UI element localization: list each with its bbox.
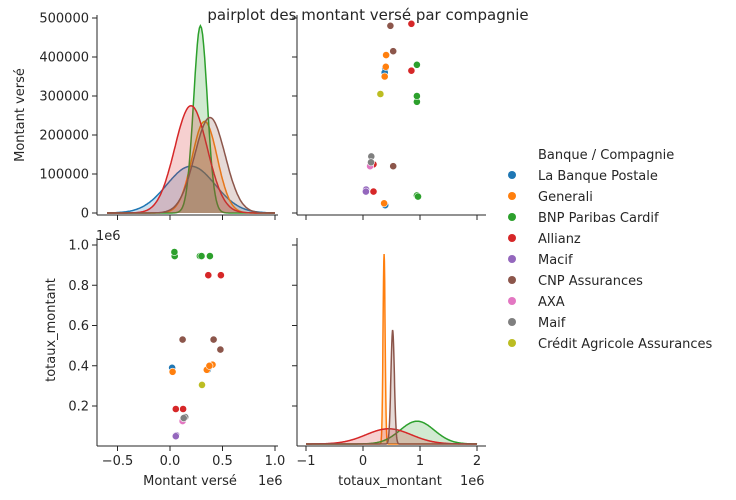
legend-marker [508,255,516,263]
scatter-point [376,90,385,98]
x-axis-label-totaux: totaux_montant [338,474,442,489]
legend-marker [508,276,516,284]
scatter-point [205,361,214,370]
kde-fill-2 [107,25,275,213]
x-tick-label: 0.0 [160,454,181,469]
scatter-point [179,414,188,422]
scatter-point [209,335,218,344]
y-tick-label: 0.4 [68,359,89,374]
scatter-point [179,405,187,413]
offset-label-x-bottom-left: 1e6 [258,474,283,489]
y-tick-label: 400000 [39,51,89,66]
y-tick-label: 0.6 [68,319,89,334]
kde-fill-0 [107,166,275,213]
legend-label: La Banque Postale [538,169,658,184]
kde-line-5 [107,116,275,214]
y-axis-label-montant: Montant versé [13,68,28,162]
scatter-point [204,271,213,280]
scatter-point [216,345,225,354]
panel-bottom-left: 0.2 0.4 0.6 0.8 1.0 −0.5 0.0 0.5 1.0 [68,238,285,469]
diag-kde-fill-3 [306,428,477,444]
scatter-point [407,19,416,28]
diag-kde-fill-5 [306,330,477,444]
legend-label: BNP Paribas Cardif [538,211,659,226]
panel-bottom-right: −1 0 1 2 [292,238,486,469]
y-tick-label: 300000 [39,90,89,105]
x-tick-label: 2 [473,454,481,469]
scatter-point [386,21,395,30]
chart-title: pairplot des montant versé par compagnie [207,6,528,24]
legend-marker [508,297,516,305]
scatter-point [412,60,421,69]
scatter-point [407,66,416,75]
x-tick-label: −0.5 [102,454,134,469]
legend-marker [508,318,516,326]
legend-label: AXA [538,295,565,310]
scatter-point [168,367,177,376]
legend-label: Allianz [538,232,581,247]
scatter-point [171,405,180,413]
scatter-point [361,187,370,196]
scatter-point [389,47,398,56]
legend-label: CNP Assurances [538,274,643,289]
scatter-point [216,271,225,280]
legend: Banque / Compagnie La Banque Postale Gene… [508,148,713,352]
x-tick-label: 1.0 [265,454,286,469]
scatter-point [412,92,421,100]
x-tick-label: 0 [359,454,367,469]
y-tick-label: 0.8 [68,279,89,294]
scatter-point [205,252,214,260]
offset-label-y-bottom-left: 1e6 [96,229,121,244]
legend-marker [508,171,516,179]
scatter-point [198,380,206,389]
offset-label-x-bottom-right: 1e6 [460,474,485,489]
kde-fill-3 [107,105,275,213]
scatter-point [170,248,179,256]
diag-kde-line-5 [306,329,477,445]
legend-label: Maif [538,316,566,331]
y-tick-label: 1.0 [68,239,89,254]
y-tick-label: 500000 [39,12,89,27]
x-tick-label: 0.5 [212,454,233,469]
x-tick-label: 1 [416,454,424,469]
y-tick-label: 0 [81,207,89,222]
scatter-point [367,158,375,167]
scatter-point [380,72,389,81]
legend-label: Macif [538,253,573,268]
legend-marker [508,192,516,200]
legend-label: Crédit Agricole Assurances [538,337,713,352]
legend-title: Banque / Compagnie [538,148,674,163]
x-axis-label-montant: Montant versé [143,474,237,489]
legend-marker [508,234,516,242]
scatter-point [381,62,390,71]
y-tick-label: 0.2 [68,400,89,415]
scatter-point [197,252,206,260]
scatter-point [414,192,422,201]
y-tick-label: 200000 [39,129,89,144]
panel-top-left: 0 100000 200000 300000 400000 500000 [39,12,278,222]
scatter-point [389,162,398,171]
diag-kde-fill-2 [306,421,477,444]
x-tick-label: −1 [296,454,315,469]
scatter-point [171,432,180,441]
legend-marker [508,213,516,221]
scatter-point [369,187,378,196]
scatter-point [382,51,390,59]
panel-top-right [292,15,486,220]
legend-marker [508,339,516,347]
y-tick-label: 100000 [39,168,89,183]
kde-fill-5 [107,117,275,213]
legend-label: Generali [538,190,593,205]
scatter-point [380,199,388,208]
y-axis-label-totaux: totaux_montant [44,278,59,382]
scatter-point [178,335,187,344]
